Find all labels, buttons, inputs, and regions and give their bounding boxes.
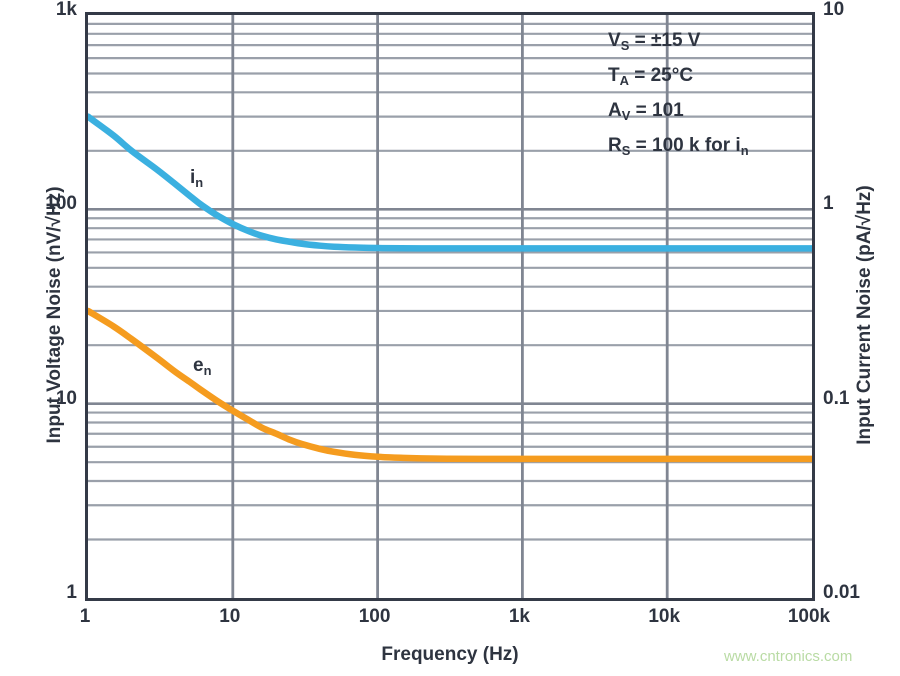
grid-lines [88, 15, 812, 598]
y-axis-right-tick-label: 0.01 [823, 582, 860, 603]
x-axis-tick-label: 100 [358, 606, 391, 627]
series-line-e_n [88, 307, 812, 463]
annotation-av: AV = 101 [608, 99, 684, 123]
y-axis-left-title: Input Voltage Noise (nV/√Hz) [44, 186, 65, 444]
curve-label-voltage-noise: en [193, 355, 212, 378]
y-axis-left-tick-label: 1k [55, 0, 77, 20]
x-axis-tick-label: 100k [787, 606, 831, 627]
series-line-i_n [88, 113, 812, 252]
y-axis-right-title: Input Current Noise (pA/√Hz) [854, 185, 875, 445]
watermark: www.cntronics.com [724, 648, 853, 665]
y-axis-left-tick-label: 1 [66, 582, 77, 603]
x-axis-tick-label: 1 [79, 606, 91, 627]
curve-label-current-noise: in [190, 167, 204, 190]
y-axis-left-tick-label: 10 [55, 387, 77, 409]
annotation-ta: TA = 25°C [608, 64, 694, 88]
plot-area [85, 12, 815, 601]
conditions-annotation-block: VS = ±15 V TA = 25°C AV = 101 RS = 100 k fo… [608, 26, 749, 166]
y-axis-left-tick-label: 100 [45, 193, 77, 215]
x-axis-tick-label: 10 [219, 606, 241, 627]
y-axis-right-tick-label: 1 [823, 193, 834, 215]
annotation-vs: VS = ±15 V [608, 30, 701, 53]
y-axis-right-tick-label: 10 [823, 0, 845, 20]
x-axis-tick-label: 10k [648, 606, 681, 627]
x-axis-tick-label: 1k [508, 606, 530, 627]
data-curves [88, 113, 812, 463]
x-axis-title: Frequency (Hz) [381, 644, 519, 665]
y-axis-right-tick-label: 0.1 [823, 387, 850, 409]
annotation-rs: RS = 100 k for in [608, 134, 749, 158]
